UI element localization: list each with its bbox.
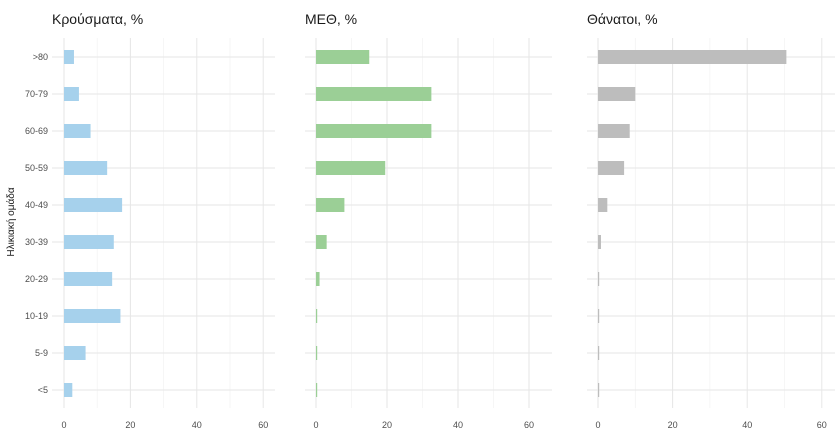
bar->80: [598, 50, 787, 64]
bar-60-69: [64, 124, 91, 138]
bar-10-19: [316, 309, 318, 323]
bar-40-49: [316, 198, 345, 212]
y-axis-ticks: <5 5-9 10-19 20-29 30-39 40-49 50-59 60-69 70-79…: [25, 52, 48, 395]
x-tick-label: 60: [817, 420, 827, 430]
y-axis-title: Ηλικιακή ομάδα: [5, 187, 17, 256]
bar-20-29: [598, 272, 600, 286]
panel-1: 0 20 40 60 Κρούσματα, %: [52, 11, 275, 430]
bar-30-39: [598, 235, 601, 249]
bar-60-69: [316, 124, 432, 138]
y-tick-label: >80: [33, 52, 48, 62]
x-tick-label: 40: [192, 420, 202, 430]
panel-2: 0 20 40 60 ΜΕΘ, %: [305, 11, 552, 430]
x-tick-label: 0: [313, 420, 318, 430]
bar->80: [64, 50, 74, 64]
y-tick-label: 60-69: [25, 126, 48, 136]
x-tick-label: 60: [258, 420, 268, 430]
bar-10-19: [598, 309, 600, 323]
panel-3: 0 20 40 60 Θάνατοι, %: [587, 11, 835, 430]
bar-70-79: [598, 87, 636, 101]
panel-title: ΜΕΘ, %: [305, 11, 357, 27]
x-tick-label: 40: [453, 420, 463, 430]
y-tick-label: 5-9: [35, 348, 48, 358]
bar-5-9: [64, 346, 86, 360]
bar-<5: [598, 383, 600, 397]
bar-<5: [316, 383, 318, 397]
y-tick-label: 70-79: [25, 89, 48, 99]
x-tick-label: 0: [61, 420, 66, 430]
bar-60-69: [598, 124, 630, 138]
bar-50-59: [316, 161, 386, 175]
y-tick-label: 10-19: [25, 311, 48, 321]
bar-5-9: [316, 346, 318, 360]
y-tick-label: 40-49: [25, 200, 48, 210]
bar->80: [316, 50, 370, 64]
x-tick-label: 60: [524, 420, 534, 430]
x-tick-label: 20: [125, 420, 135, 430]
bar-5-9: [598, 346, 600, 360]
bar-10-19: [64, 309, 121, 323]
bar-70-79: [316, 87, 432, 101]
bar-50-59: [598, 161, 625, 175]
bar-40-49: [64, 198, 123, 212]
x-tick-label: 40: [742, 420, 752, 430]
x-tick-label: 20: [668, 420, 678, 430]
x-tick-label: 20: [382, 420, 392, 430]
y-tick-label: <5: [38, 385, 48, 395]
bar-30-39: [64, 235, 114, 249]
panel-title: Θάνατοι, %: [587, 11, 658, 27]
x-tick-label: 0: [595, 420, 600, 430]
y-tick-label: 30-39: [25, 237, 48, 247]
bar-70-79: [64, 87, 79, 101]
y-tick-label: 50-59: [25, 163, 48, 173]
bar-<5: [64, 383, 73, 397]
panel-title: Κρούσματα, %: [52, 11, 143, 27]
bar-20-29: [316, 272, 320, 286]
bar-50-59: [64, 161, 108, 175]
y-tick-label: 20-29: [25, 274, 48, 284]
bar-20-29: [64, 272, 113, 286]
bar-30-39: [316, 235, 327, 249]
bar-40-49: [598, 198, 608, 212]
